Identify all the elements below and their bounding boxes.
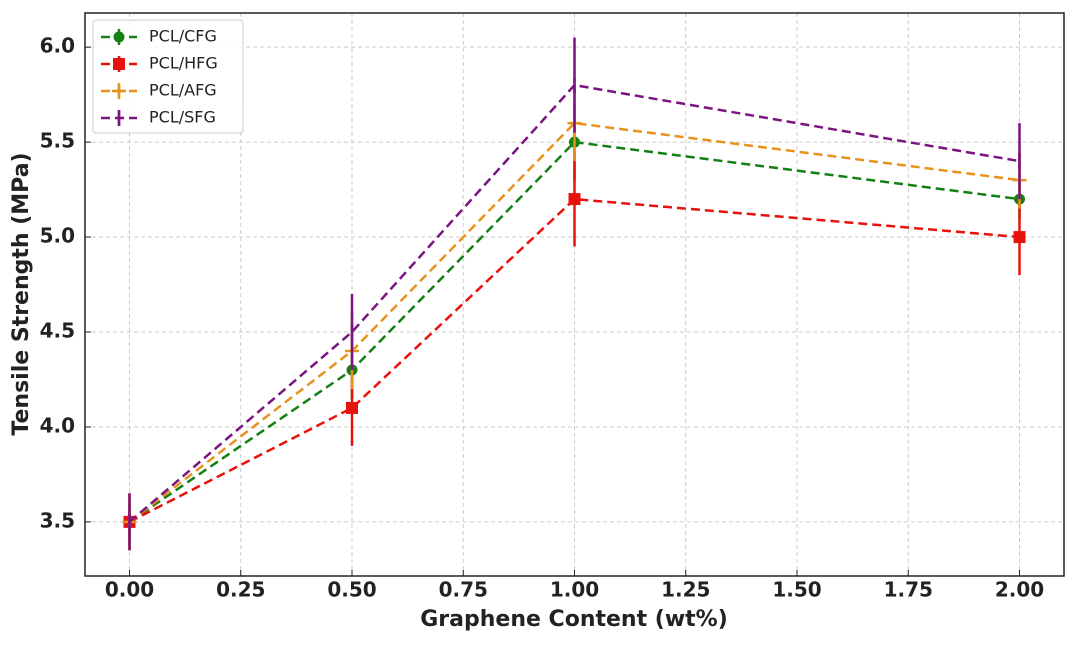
y-tick-label: 4.0	[40, 413, 75, 437]
x-tick-label: 0.75	[439, 578, 488, 602]
series-line	[128, 83, 1020, 523]
marker	[113, 58, 125, 70]
marker	[113, 31, 125, 43]
y-axis-label: Tensile Strength (MPa)	[9, 152, 34, 435]
x-axis-label: Graphene Content (wt%)	[420, 607, 728, 632]
marker	[1013, 231, 1026, 244]
y-tick-label: 6.0	[40, 34, 75, 58]
series-line	[128, 121, 1020, 523]
x-tick-label: 0.25	[216, 578, 265, 602]
x-tick-label: 2.00	[995, 578, 1044, 602]
marker	[112, 84, 126, 98]
x-tick-label: 1.25	[661, 578, 710, 602]
y-tick-label: 5.0	[40, 224, 75, 248]
y-tick-label: 4.5	[40, 319, 75, 343]
series-line	[128, 197, 1020, 523]
x-tick-label: 0.50	[327, 578, 376, 602]
plot-frame	[84, 12, 1065, 577]
legend-label: PCL/CFG	[149, 27, 217, 46]
marker	[346, 401, 358, 414]
x-tick-label: 1.50	[772, 578, 821, 602]
x-tick-label: 1.00	[550, 578, 599, 602]
y-tick-label: 3.5	[40, 508, 75, 532]
legend-label: PCL/SFG	[149, 108, 216, 127]
y-tick-label: 5.5	[40, 129, 75, 153]
series-line	[128, 140, 1020, 523]
x-tick-label: 1.75	[884, 578, 933, 602]
legend-label: PCL/AFG	[149, 81, 217, 100]
marker	[568, 193, 581, 206]
legend-box	[92, 19, 244, 134]
legend-label: PCL/HFG	[149, 54, 218, 73]
x-tick-label: 0.00	[105, 578, 154, 602]
